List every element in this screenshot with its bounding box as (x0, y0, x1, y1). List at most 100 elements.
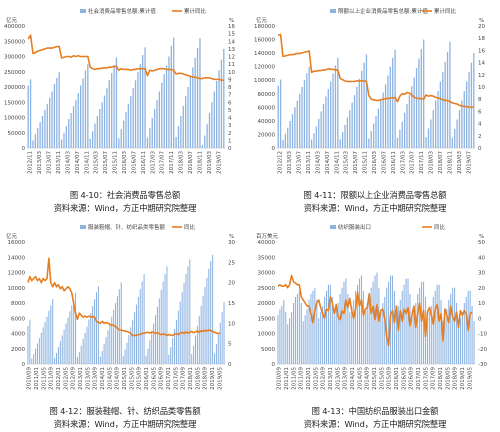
left-axis-tick-label: 180000 (254, 24, 275, 30)
bar (137, 296, 139, 364)
bar (294, 107, 296, 148)
bar (454, 129, 456, 148)
left-axis-tick-label: 8000 (11, 301, 25, 307)
left-axis-tick-label: 25000 (258, 286, 276, 292)
bar (220, 59, 223, 148)
bar (439, 81, 442, 148)
left-axis-tick-label: 120000 (254, 65, 275, 71)
bar (403, 284, 405, 364)
bar (283, 299, 285, 364)
bar (166, 266, 168, 364)
bar (122, 120, 125, 148)
bar (362, 290, 364, 364)
bar (196, 325, 198, 365)
legend-line-label: 累计同比 (434, 7, 457, 15)
bar (303, 80, 306, 148)
bar (279, 309, 281, 364)
bar (347, 293, 349, 364)
bar (215, 80, 218, 148)
bar-series (27, 37, 225, 149)
bar (361, 70, 363, 148)
bar (298, 290, 300, 364)
bar (446, 309, 448, 364)
left-axis-tick-label: 30000 (258, 271, 276, 277)
x-axis-tick-label: 2012/11 (28, 151, 34, 174)
bar (108, 80, 110, 148)
bar (58, 71, 60, 148)
bar (89, 138, 91, 148)
left-axis-tick-label: 20000 (258, 301, 276, 307)
bar (173, 37, 175, 149)
right-axis-tick-label: 16 (228, 24, 235, 30)
left-axis-tick-label: 100000 (4, 116, 25, 122)
right-axis-tick-label: 10 (228, 321, 235, 327)
x-axis-tick-label: 2017/09 (181, 367, 187, 390)
x-axis-tick-label: 2019/01 (210, 367, 216, 390)
x-axis-tick-label: 2014/07 (325, 151, 331, 174)
bar (327, 89, 329, 148)
bar (111, 72, 113, 148)
x-axis-tick-label: 2018/11 (447, 151, 453, 174)
bar (113, 65, 115, 148)
bar (368, 138, 370, 148)
bar (201, 144, 203, 148)
x-axis-tick-label: 2013/05 (85, 367, 91, 390)
right-axis-tick-label: 5 (228, 342, 232, 348)
bar (52, 299, 54, 364)
x-axis-tick-label: 2012/05 (63, 367, 69, 390)
bar (128, 335, 130, 364)
bar (473, 321, 475, 364)
bar (452, 287, 454, 364)
bar (461, 312, 463, 364)
right-axis-tick-label: 6 (478, 109, 482, 115)
bar (219, 322, 221, 364)
bar (132, 319, 134, 364)
bar (415, 303, 417, 364)
bar (450, 293, 452, 364)
x-axis-tick-label: 2011/01 (284, 367, 290, 390)
bar (301, 87, 303, 148)
right-axis-tick-label: 20 (228, 281, 235, 287)
right-axis-tick-label: -20 (478, 347, 487, 353)
left-axis-tick-label: 10000 (258, 332, 276, 338)
left-axis-tick-label: 250000 (4, 70, 25, 76)
bar (471, 306, 473, 364)
bar (364, 309, 366, 364)
bar (158, 91, 161, 148)
x-axis-tick-label: 2016/09 (409, 367, 415, 390)
left-axis-tick-label: 5000 (261, 347, 275, 353)
bar (277, 85, 279, 148)
bar (315, 126, 318, 148)
bar (401, 290, 403, 364)
x-axis-tick-label: 2019/07 (216, 151, 222, 174)
bar (451, 137, 453, 148)
right-axis-tick-label: 11 (228, 62, 235, 68)
right-axis-tick-label: 16 (478, 48, 485, 54)
right-axis-tick-label: 3 (228, 123, 232, 129)
x-axis-tick-label: 2018/05 (195, 367, 201, 390)
right-axis-tick-label: 10 (478, 301, 485, 307)
bar (375, 116, 377, 148)
bar (122, 355, 124, 364)
bar (310, 293, 312, 364)
x-axis-tick-label: 2014/01 (100, 367, 106, 390)
bar (456, 303, 458, 364)
bar (44, 109, 46, 149)
bar (296, 100, 298, 148)
bar (134, 80, 137, 148)
x-axis-tick-label: 2012/12 (278, 151, 284, 174)
bar (456, 119, 458, 148)
bar (118, 138, 120, 148)
bar (49, 97, 51, 148)
bar (96, 115, 99, 148)
x-axis-tick-label: 2018/03 (179, 151, 185, 174)
bar (95, 292, 98, 364)
bar (344, 124, 346, 148)
bar (419, 287, 421, 364)
x-axis-tick-label: 2017/03 (400, 151, 406, 174)
bar (279, 79, 282, 148)
bar (345, 278, 347, 364)
bar (382, 303, 384, 364)
